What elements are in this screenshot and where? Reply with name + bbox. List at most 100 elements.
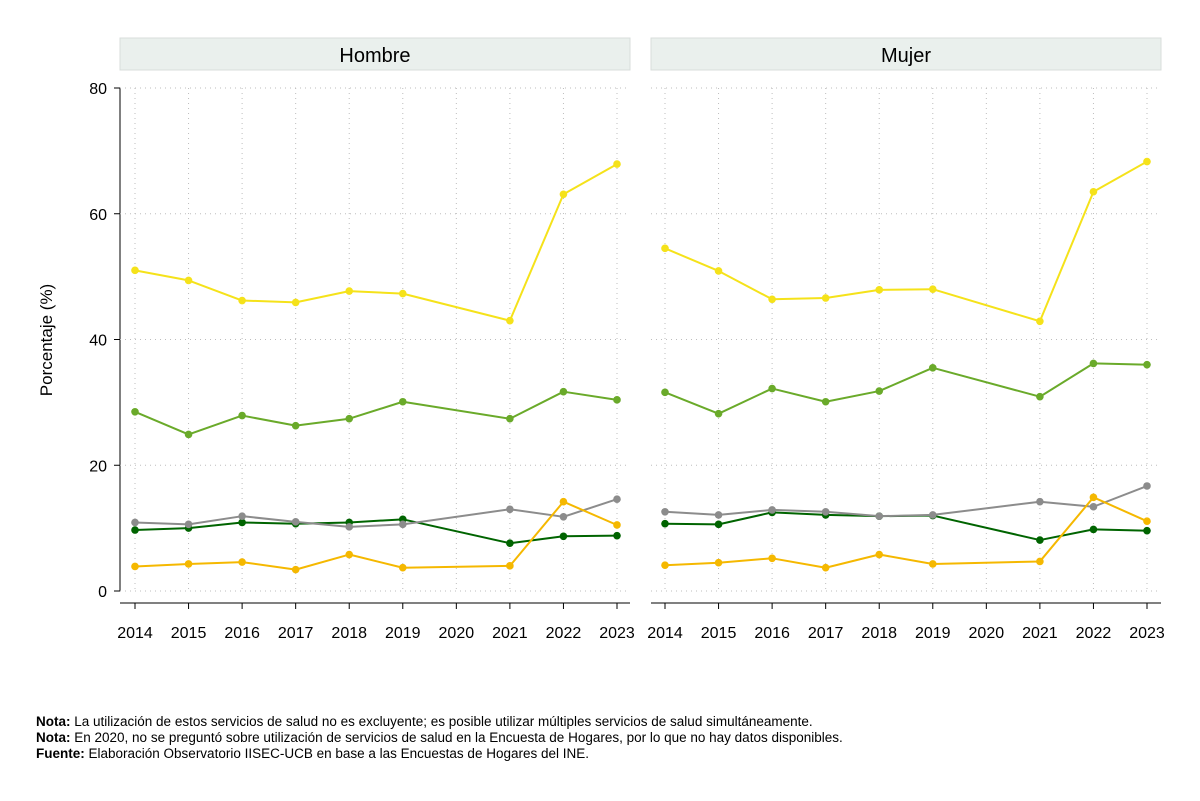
- y-tick-label: 80: [89, 81, 107, 98]
- data-point-farmacia: [184, 276, 193, 285]
- y-tick-label: 60: [89, 207, 107, 224]
- data-point-farmacia: [559, 190, 568, 199]
- data-point-cajas-de-salud: [131, 526, 139, 534]
- y-tick-label: 40: [89, 333, 107, 350]
- data-point-salud-privada: [661, 507, 669, 516]
- data-point-salud-publica: [613, 396, 621, 404]
- data-point-salud-privada: [1089, 502, 1098, 511]
- data-point-salud-privada: [875, 512, 884, 520]
- x-tick-label: 2021: [492, 625, 528, 642]
- data-point-salud-privada: [1036, 497, 1044, 506]
- x-tick-label: 2018: [331, 625, 367, 642]
- data-point-cajas-de-salud: [1036, 536, 1044, 544]
- data-point-farmacia: [821, 294, 830, 302]
- data-point-salud-privada: [613, 495, 621, 504]
- data-point-salud-privada: [184, 520, 193, 529]
- data-point-farmacia: [1036, 317, 1044, 326]
- data-point-medico-tradicional: [238, 558, 246, 566]
- data-point-salud-publica: [131, 408, 139, 416]
- series-line-farmacia: [664, 160, 1148, 323]
- data-point-medico-tradicional: [291, 565, 300, 574]
- data-point-farmacia: [613, 160, 621, 168]
- x-tick-label: 2018: [861, 625, 897, 642]
- data-point-cajas-de-salud: [661, 519, 669, 528]
- data-point-salud-publica: [506, 414, 514, 423]
- x-tick-label: 2016: [224, 625, 260, 642]
- y-tick-label: 0: [98, 584, 107, 601]
- data-point-cajas-de-salud: [559, 532, 568, 541]
- data-point-farmacia: [345, 287, 354, 295]
- data-point-salud-privada: [398, 520, 407, 529]
- data-point-salud-publica: [1143, 360, 1151, 369]
- source-note: Fuente: Elaboración Observatorio IISEC-U…: [36, 746, 590, 761]
- panel-header: [650, 37, 1162, 71]
- x-tick-label: 2016: [754, 625, 790, 642]
- x-tick-label: 2015: [171, 625, 207, 642]
- data-point-salud-publica: [1036, 392, 1044, 401]
- data-point-salud-publica: [559, 387, 568, 396]
- data-point-farmacia: [928, 285, 937, 294]
- data-point-cajas-de-salud: [613, 531, 621, 540]
- panel-mujer: Mujer 2014 2015 2016 2017 2018 2019 2020 2021 202…: [647, 37, 1165, 642]
- data-point-medico-tradicional: [1089, 493, 1098, 502]
- data-point-salud-privada: [559, 513, 568, 521]
- data-point-salud-privada: [714, 511, 723, 519]
- data-point-salud-publica: [184, 430, 193, 439]
- note-2: Nota: En 2020, no se preguntó sobre util…: [36, 730, 843, 745]
- panel-title: Hombre: [339, 45, 410, 67]
- x-tick-label: 2017: [278, 625, 314, 642]
- data-point-salud-publica: [714, 409, 723, 418]
- x-tick-label: 2017: [808, 625, 844, 642]
- x-tick-label: 2014: [117, 625, 153, 642]
- series-line-salud-publica: [664, 362, 1148, 415]
- x-tick-label: 2015: [701, 625, 737, 642]
- data-point-medico-tradicional: [184, 560, 193, 568]
- data-point-medico-tradicional: [506, 562, 514, 570]
- data-point-farmacia: [131, 266, 139, 275]
- data-point-farmacia: [1143, 157, 1151, 166]
- note-1: Nota: La utilización de estos servicios …: [36, 714, 813, 729]
- data-point-salud-privada: [291, 518, 300, 526]
- data-point-salud-privada: [345, 523, 354, 531]
- data-point-farmacia: [875, 286, 884, 294]
- line-chart: Porcentaje (%) 0 20 40 60 80 Hombre 2014 2015 201…: [37, 37, 1165, 642]
- data-point-medico-tradicional: [661, 561, 669, 570]
- data-point-salud-publica: [875, 387, 884, 395]
- x-tick-label: 2023: [599, 625, 635, 642]
- series-line-salud-privada: [664, 485, 1148, 518]
- panel-hombre: Hombre 2014 2015 2016 2017 2018 2019 2020 2021 20…: [117, 37, 635, 642]
- data-point-farmacia: [398, 289, 407, 298]
- data-point-medico-tradicional: [131, 562, 139, 571]
- data-point-salud-privada: [821, 507, 830, 516]
- data-point-medico-tradicional: [1143, 517, 1151, 526]
- panel-title: Mujer: [881, 45, 931, 67]
- data-point-farmacia: [291, 298, 300, 307]
- x-tick-label: 2019: [385, 625, 421, 642]
- data-point-salud-publica: [1089, 359, 1098, 368]
- data-point-salud-privada: [768, 506, 776, 514]
- data-point-salud-publica: [291, 421, 300, 430]
- x-tick-label: 2021: [1022, 625, 1058, 642]
- y-axis-label: Porcentaje (%): [37, 284, 56, 396]
- data-point-salud-privada: [131, 518, 139, 527]
- data-point-cajas-de-salud: [1143, 526, 1151, 535]
- data-point-medico-tradicional: [1036, 557, 1044, 566]
- data-point-medico-tradicional: [345, 550, 354, 559]
- data-point-salud-privada: [506, 505, 514, 514]
- data-point-farmacia: [1089, 187, 1098, 196]
- data-point-farmacia: [714, 267, 723, 275]
- series-line-farmacia: [134, 163, 618, 322]
- data-point-medico-tradicional: [613, 521, 621, 529]
- data-point-salud-publica: [661, 388, 669, 397]
- data-point-salud-publica: [238, 411, 246, 420]
- data-point-salud-publica: [768, 384, 776, 393]
- x-tick-label: 2019: [915, 625, 951, 642]
- data-point-farmacia: [768, 295, 776, 304]
- data-point-salud-privada: [928, 511, 937, 519]
- data-point-farmacia: [506, 316, 514, 325]
- data-point-medico-tradicional: [768, 554, 776, 563]
- x-tick-label: 2020: [969, 625, 1005, 642]
- data-point-medico-tradicional: [928, 560, 937, 568]
- data-point-medico-tradicional: [559, 497, 568, 506]
- x-tick-label: 2023: [1129, 625, 1165, 642]
